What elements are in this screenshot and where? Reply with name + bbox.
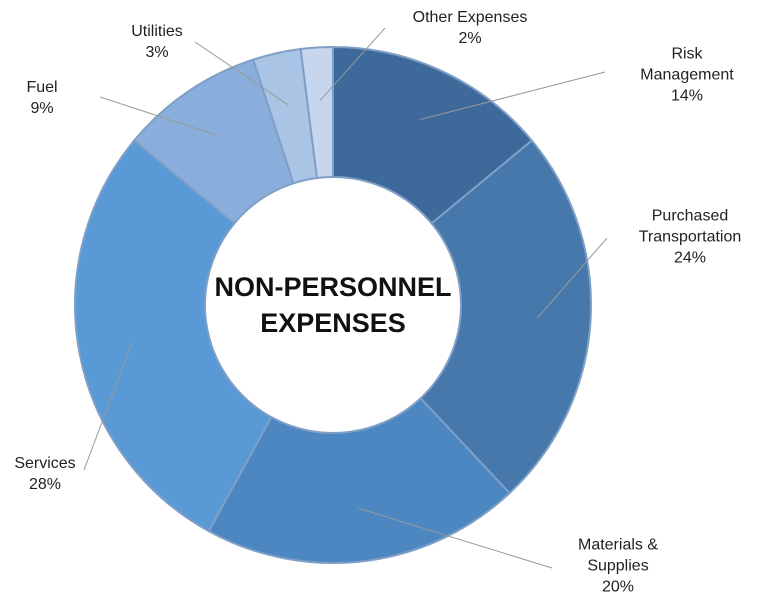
leader-line (537, 237, 608, 319)
slice-label: Other Expenses 2% (395, 7, 545, 49)
donut-slice (419, 139, 592, 495)
donut-slice (299, 45, 334, 180)
value-label: 9% (30, 100, 54, 117)
value-label: 20% (601, 578, 635, 596)
donut-slice (74, 139, 273, 533)
leader-line (319, 27, 386, 101)
value-label: 14% (670, 87, 704, 105)
slice-label: Utilities 3% (112, 21, 202, 63)
value-label: 3% (145, 44, 169, 61)
category-name: Utilities (131, 23, 183, 40)
value-label: 2% (458, 30, 482, 47)
slice-label: Fuel 9% (12, 77, 72, 119)
donut-slice (332, 45, 534, 225)
leader-line (420, 71, 606, 120)
slice-label: Risk Management 14% (627, 44, 747, 107)
donut-slice (207, 396, 512, 564)
leader-line (99, 96, 218, 136)
slice-label: Services 28% (5, 453, 85, 495)
category-name: Fuel (26, 79, 58, 96)
value-label: 28% (28, 476, 62, 493)
leader-line (194, 41, 289, 106)
leader-line (83, 343, 133, 471)
category-name: Other Expenses (412, 9, 528, 26)
category-name: Purchased Transportation (638, 207, 742, 246)
category-name: Services (14, 455, 76, 472)
category-name: Materials & Supplies (577, 536, 659, 575)
value-label: 24% (673, 249, 707, 267)
category-name: Risk Management (640, 45, 734, 84)
slice-label: Materials & Supplies 20% (558, 535, 678, 598)
leader-line (358, 507, 553, 569)
slice-label: Purchased Transportation 24% (620, 206, 760, 269)
chart-title: NON-PERSONNEL EXPENSES (214, 272, 452, 338)
